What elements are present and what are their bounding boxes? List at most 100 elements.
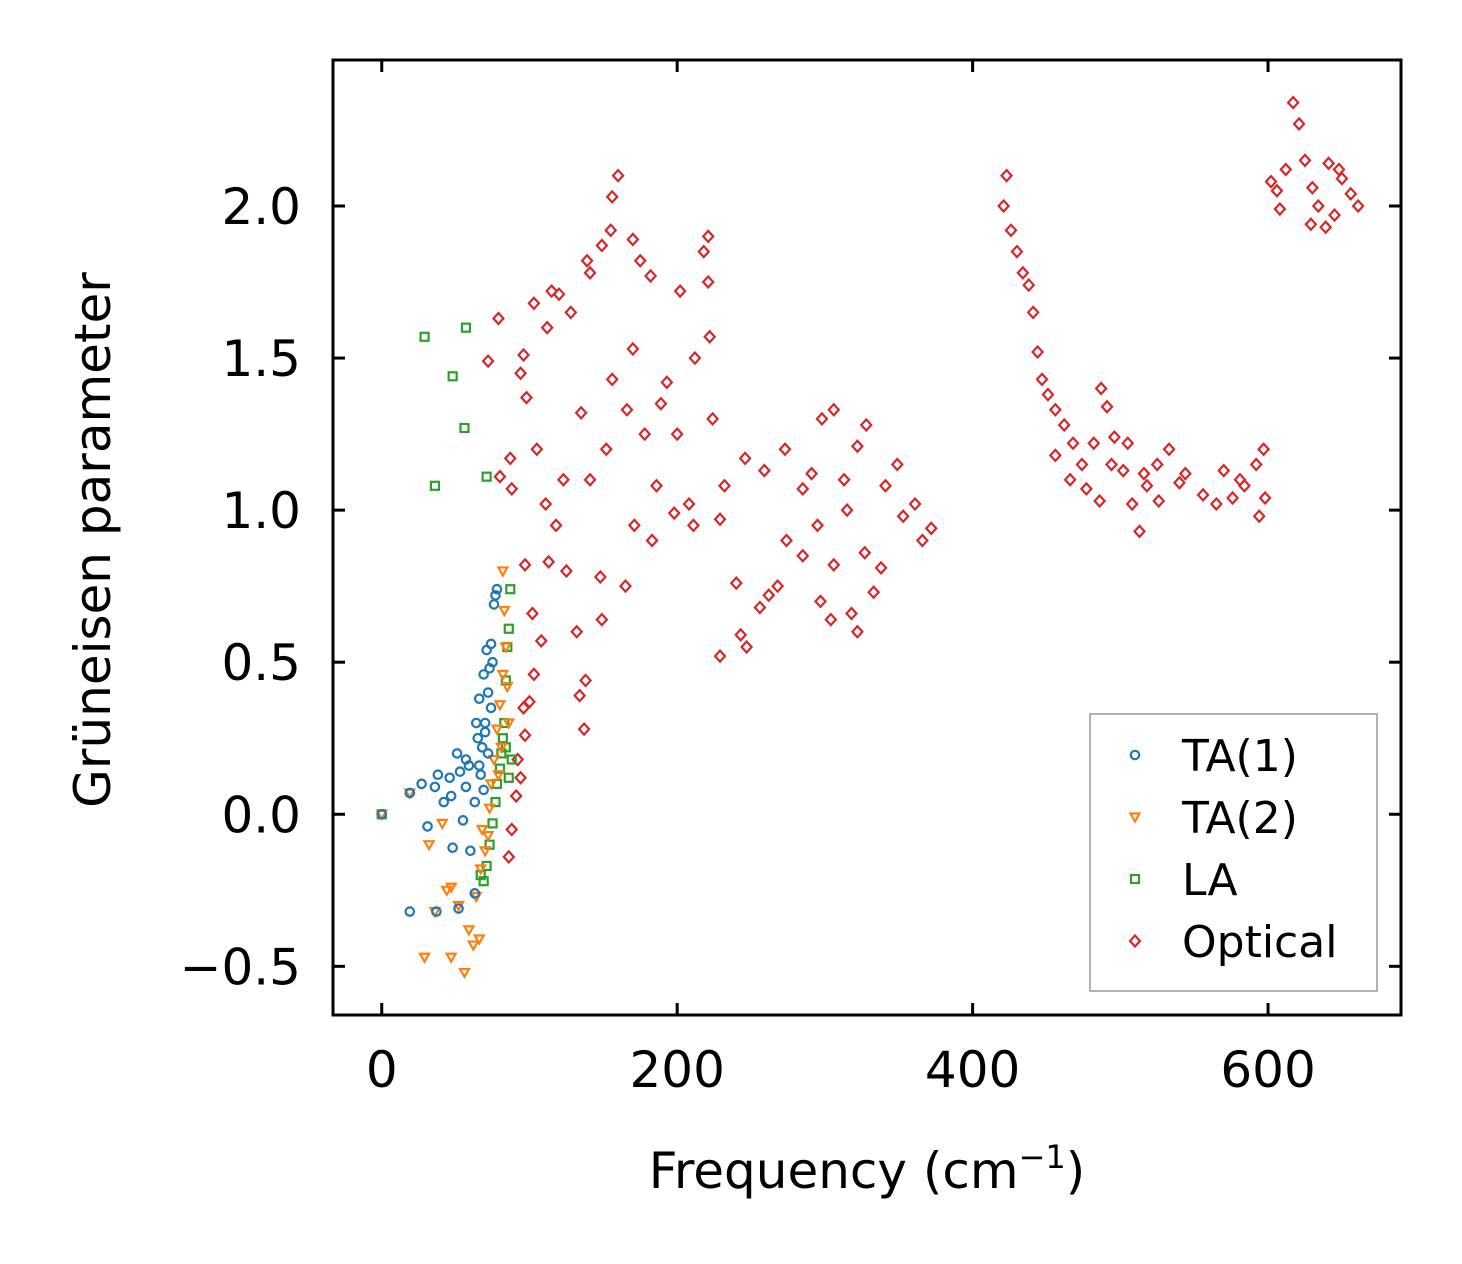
x-tick-label: 400 bbox=[925, 1041, 1020, 1099]
data-point bbox=[796, 548, 810, 563]
data-point bbox=[503, 451, 517, 466]
legend-item: TA(2) bbox=[1128, 793, 1298, 844]
data-point bbox=[1048, 448, 1062, 463]
data-point bbox=[729, 575, 743, 591]
data-point bbox=[1026, 305, 1040, 320]
data-point bbox=[686, 518, 700, 533]
data-point bbox=[1344, 186, 1358, 201]
data-point bbox=[620, 402, 634, 417]
y-tick-label: 1.5 bbox=[221, 330, 301, 388]
data-point bbox=[1257, 442, 1271, 457]
x-axis-title-main: Frequency (cm bbox=[649, 1142, 1019, 1200]
data-point bbox=[514, 366, 528, 381]
data-point bbox=[1279, 162, 1293, 177]
data-point bbox=[431, 906, 442, 917]
legend: TA(1) TA(2) LA Optical bbox=[1089, 713, 1378, 992]
data-point bbox=[404, 787, 416, 799]
data-point bbox=[493, 469, 507, 484]
data-point bbox=[469, 888, 481, 899]
data-point bbox=[509, 788, 523, 804]
data-point bbox=[815, 411, 829, 427]
data-point bbox=[667, 506, 681, 521]
data-point bbox=[404, 906, 416, 917]
data-point bbox=[419, 331, 430, 342]
data-point bbox=[583, 265, 597, 281]
data-point bbox=[688, 350, 702, 366]
data-point bbox=[418, 952, 431, 964]
data-point bbox=[1258, 490, 1272, 506]
data-point bbox=[626, 232, 640, 247]
data-point bbox=[579, 673, 593, 688]
data-point bbox=[534, 633, 548, 649]
data-point bbox=[497, 605, 511, 618]
data-point bbox=[490, 589, 501, 601]
data-point bbox=[713, 648, 727, 664]
data-point bbox=[908, 496, 922, 512]
data-point bbox=[481, 353, 495, 369]
data-point bbox=[376, 808, 388, 820]
data-point bbox=[475, 824, 489, 837]
data-point bbox=[670, 426, 684, 442]
legend-marker bbox=[1128, 812, 1142, 824]
data-point bbox=[559, 563, 573, 579]
data-point bbox=[583, 472, 597, 487]
y-tick-label: 2.0 bbox=[221, 178, 301, 236]
data-point bbox=[500, 675, 511, 686]
data-point bbox=[1022, 277, 1036, 293]
legend-label: TA(1) bbox=[1181, 731, 1298, 782]
data-point bbox=[1004, 223, 1018, 238]
data-point bbox=[845, 606, 858, 621]
data-point bbox=[1079, 481, 1093, 496]
data-point bbox=[447, 842, 458, 854]
data-point bbox=[1304, 217, 1318, 232]
data-point bbox=[1178, 466, 1192, 481]
data-point bbox=[1133, 524, 1147, 539]
data-point bbox=[473, 693, 485, 704]
data-point bbox=[650, 478, 663, 493]
data-point bbox=[706, 411, 720, 427]
data-point bbox=[514, 770, 528, 785]
data-point bbox=[1104, 457, 1118, 472]
data-point bbox=[447, 371, 458, 382]
data-point bbox=[459, 422, 470, 434]
data-point bbox=[527, 296, 541, 311]
data-point bbox=[738, 451, 752, 466]
data-point bbox=[1328, 207, 1342, 223]
data-point bbox=[858, 545, 872, 560]
data-point bbox=[422, 840, 436, 852]
data-point bbox=[540, 320, 554, 335]
x-axis-title: Frequency (cm−1) bbox=[649, 1138, 1086, 1200]
data-point bbox=[1066, 436, 1080, 451]
data-point bbox=[645, 533, 659, 548]
data-point bbox=[1035, 372, 1049, 387]
data-point bbox=[850, 439, 864, 454]
data-point bbox=[771, 579, 785, 594]
x-axis-title-superscript: −1 bbox=[1019, 1138, 1066, 1176]
data-point bbox=[503, 772, 514, 783]
data-point bbox=[482, 748, 494, 759]
data-point bbox=[1233, 472, 1247, 487]
data-point bbox=[1093, 493, 1107, 509]
data-point bbox=[626, 341, 640, 357]
data-point bbox=[824, 612, 838, 627]
data-point bbox=[518, 557, 532, 573]
legend-marker bbox=[1128, 933, 1142, 949]
data-point bbox=[827, 557, 841, 573]
x-tick-label: 0 bbox=[366, 1041, 398, 1099]
y-axis-title: Grüneisen parameter bbox=[64, 272, 122, 808]
data-point bbox=[1150, 457, 1164, 472]
data-point bbox=[496, 669, 510, 682]
data-point bbox=[595, 612, 609, 627]
data-point bbox=[1137, 466, 1151, 481]
data-point bbox=[1152, 493, 1166, 509]
data-point bbox=[462, 925, 476, 937]
y-tick-label: −0.5 bbox=[180, 938, 301, 996]
data-point bbox=[796, 481, 810, 496]
y-tick-label: 0.5 bbox=[221, 634, 301, 692]
legend-item: LA bbox=[1129, 855, 1238, 906]
x-axis-title-suffix: ) bbox=[1066, 1142, 1086, 1200]
data-point bbox=[644, 268, 658, 284]
data-point bbox=[564, 305, 578, 320]
data-point bbox=[1226, 490, 1240, 506]
data-point bbox=[577, 721, 591, 737]
